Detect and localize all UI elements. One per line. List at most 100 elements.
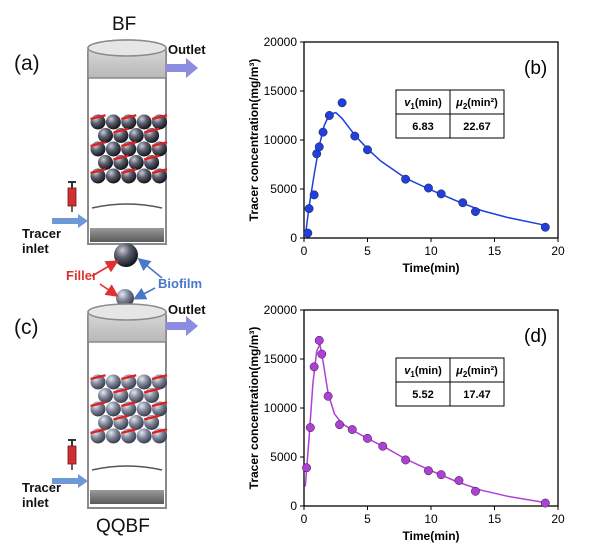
inlet-arrow-icon xyxy=(52,214,88,228)
data-point xyxy=(401,455,411,465)
x-tick-label: 10 xyxy=(424,512,438,526)
y-tick-label: 5000 xyxy=(270,182,297,196)
data-point xyxy=(436,470,446,480)
data-point xyxy=(303,228,313,238)
bead xyxy=(105,168,121,184)
inlet-arrow-icon xyxy=(52,474,88,488)
panel-label-a: (a) xyxy=(14,52,40,75)
table-header-mu2: μ2(min²) xyxy=(455,365,498,379)
y-tick-label: 15000 xyxy=(264,84,298,98)
data-point xyxy=(337,98,347,108)
x-tick-label: 10 xyxy=(424,244,438,258)
biofilm-strand xyxy=(120,401,137,408)
y-tick-label: 5000 xyxy=(270,450,297,464)
data-point xyxy=(323,391,333,401)
data-point xyxy=(458,198,468,208)
filler-label: Filler xyxy=(66,268,98,283)
biofilm-label: Biofilm xyxy=(158,276,203,291)
filler-bead-icon xyxy=(116,289,134,307)
biofilm-strand xyxy=(120,374,137,381)
bead xyxy=(128,388,144,403)
inlet-line1: Tracer xyxy=(22,226,62,241)
biofilm-strand xyxy=(90,428,106,435)
table-value-v1: 5.52 xyxy=(412,389,433,401)
inlet-line2: inlet xyxy=(22,241,49,256)
data-point xyxy=(471,486,480,496)
y-tick-label: 0 xyxy=(290,231,297,245)
data-point xyxy=(305,423,315,433)
biofilm-strand xyxy=(151,401,168,408)
plot-frame xyxy=(303,309,559,507)
inlet-line1: Tracer xyxy=(22,480,62,495)
bead xyxy=(128,415,144,430)
data-point xyxy=(335,420,345,430)
panel-label: (d) xyxy=(524,326,547,347)
x-tick-label: 0 xyxy=(301,512,308,526)
bead xyxy=(128,155,144,170)
panel-label-c: (c) xyxy=(14,316,39,339)
biofilm-strand xyxy=(151,428,168,435)
tracer-inlet-label-top: Tracer inlet xyxy=(22,226,61,256)
biofilm-strand xyxy=(90,114,106,121)
data-point xyxy=(309,362,319,372)
reactor-top-title: BF xyxy=(112,14,137,35)
biofilm-strand xyxy=(113,127,129,134)
biofilm-strand xyxy=(113,154,129,161)
x-tick-label: 20 xyxy=(551,244,565,258)
x-tick-label: 0 xyxy=(301,244,308,258)
y-tick-label: 15000 xyxy=(264,352,298,366)
bead xyxy=(105,401,121,417)
biofilm-strand xyxy=(143,414,160,421)
x-tick-label: 15 xyxy=(488,244,502,258)
biofilm-bead-icon xyxy=(114,243,138,267)
bead xyxy=(128,128,144,143)
biofilm-strand xyxy=(151,374,168,381)
data-point xyxy=(317,349,327,359)
biofilm-strand xyxy=(143,127,160,134)
biofilm-strand xyxy=(113,414,129,421)
y-tick-label: 10000 xyxy=(264,133,298,147)
reactor-qqbf-beads xyxy=(90,374,168,444)
table-value-v1: 6.83 xyxy=(412,121,433,133)
bead xyxy=(136,114,152,130)
biofilm-strand xyxy=(151,114,168,121)
reactor-qqbf xyxy=(87,303,168,509)
plot-frame xyxy=(303,41,559,239)
table-header-v1: v1(min) xyxy=(404,97,442,111)
syringe-icon xyxy=(67,439,77,470)
syringe-icon xyxy=(67,181,77,212)
data-point xyxy=(540,498,550,508)
x-tick-label: 5 xyxy=(364,512,371,526)
biofilm-strand xyxy=(113,387,129,394)
y-axis-label: Tracer concentration(mg/m³) xyxy=(247,327,261,490)
bead xyxy=(105,428,121,444)
bead xyxy=(136,168,152,184)
biofilm-strand xyxy=(151,141,168,148)
outlet-arrow-icon xyxy=(166,316,198,336)
inlet-line2: inlet xyxy=(22,495,49,510)
tracer-inlet-label-bottom: Tracer inlet xyxy=(22,480,61,510)
biofilm-strand xyxy=(90,168,106,175)
y-tick-label: 20000 xyxy=(264,303,298,317)
reactor-bf-base xyxy=(90,228,164,242)
biofilm-strand xyxy=(90,401,106,408)
bead xyxy=(136,374,152,390)
panel-label: (b) xyxy=(524,58,547,79)
parameter-table: v1(min) μ2(min²) 5.52 17.47 xyxy=(395,357,505,407)
outlet-label-top: Outlet xyxy=(168,42,206,57)
reactor-bf xyxy=(87,39,168,245)
reactor-bottom-title: QQBF xyxy=(96,516,150,537)
data-point xyxy=(401,174,411,184)
filler-arrow-icon xyxy=(91,260,119,277)
bead xyxy=(98,415,113,430)
x-tick-label: 20 xyxy=(551,512,565,526)
biofilm-strand xyxy=(120,114,137,121)
outlet-label-bottom: Outlet xyxy=(168,302,206,317)
data-point xyxy=(314,335,324,345)
bead xyxy=(105,114,121,130)
biofilm-strand xyxy=(120,428,137,435)
biofilm-strand xyxy=(143,154,160,161)
x-axis-label: Time(min) xyxy=(402,261,459,275)
data-point xyxy=(454,476,464,485)
reactor-schematic xyxy=(52,39,198,509)
